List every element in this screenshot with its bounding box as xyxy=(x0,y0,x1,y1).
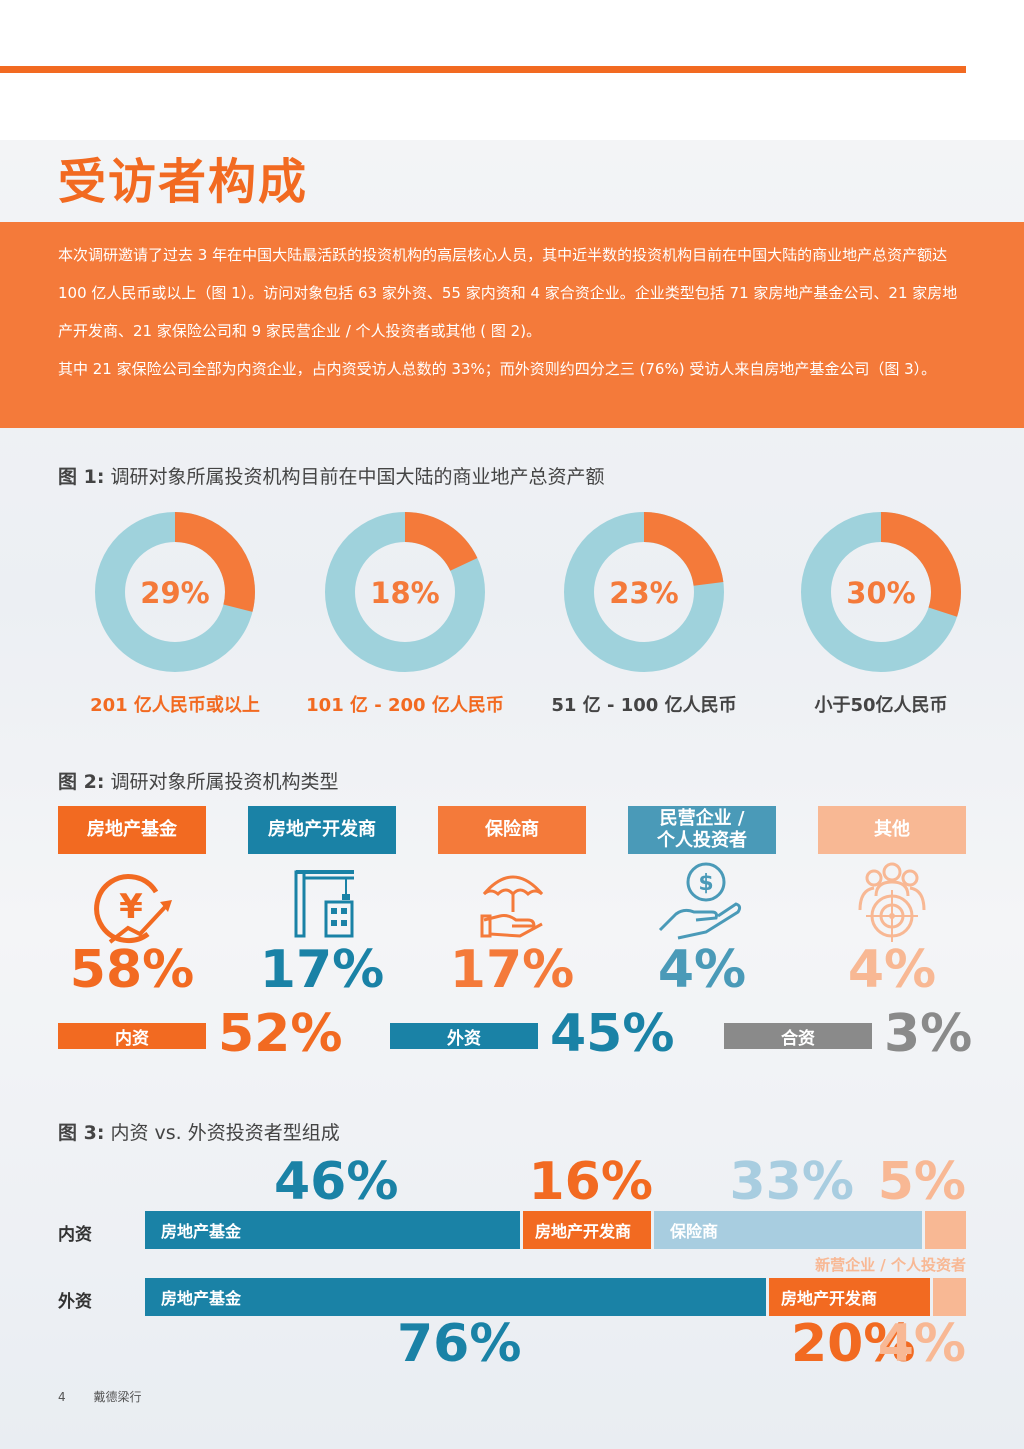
fig2-number: 图 2: xyxy=(58,771,105,793)
bar-percent: 76% xyxy=(397,1314,522,1374)
donut-value-label: 23% xyxy=(609,576,678,610)
donut-slice xyxy=(564,512,724,672)
bar-percent: 46% xyxy=(274,1152,399,1212)
type-box-4: 民营企业 / 个人投资者 xyxy=(628,806,776,854)
donut-4: 30% 小于50亿人民币 xyxy=(801,512,961,716)
bar-percent: 16% xyxy=(528,1152,653,1212)
umbrella-hand-icon xyxy=(480,875,544,938)
type-label: 民营企业 / xyxy=(659,808,745,829)
bar-percent: 20% xyxy=(791,1314,916,1374)
origin-box: 内资 xyxy=(58,1023,206,1049)
type-label: 个人投资者 xyxy=(657,830,747,851)
type-percent: 58% xyxy=(69,940,195,1000)
type-box-3: 保险商 xyxy=(438,806,586,854)
bar-segment: 房地产基金 xyxy=(145,1211,520,1249)
intro-paragraph-2: 其中 21 家保险公司全部为内资企业，占内资受访人总数的 33%；而外资则约四分… xyxy=(58,360,937,378)
page-number: 4 xyxy=(58,1390,66,1404)
crane-building-icon xyxy=(294,870,354,938)
origin-percent: 45% xyxy=(550,1004,675,1064)
top-accent-bar xyxy=(0,66,966,73)
fig1-donut-charts: 29% 201 亿人民币或以上 18% 101 亿 - 200 亿人民币 23% 51 亿… xyxy=(90,512,961,716)
row-label: 内资 xyxy=(58,1225,92,1245)
donut-category-label: 51 亿 - 100 亿人民币 xyxy=(551,694,736,716)
row-label: 外资 xyxy=(58,1292,92,1312)
donut-value-label: 29% xyxy=(140,576,209,610)
svg-text:$: $ xyxy=(698,871,713,896)
fig1-title: 图 1: 调研对象所属投资机构目前在中国大陆的商业地产总资产额 xyxy=(58,462,605,489)
type-box-5: 其他 xyxy=(818,806,966,854)
intro-panel: 本次调研邀请了过去 3 年在中国大陆最活跃的投资机构的高层核心人员，其中近半数的… xyxy=(0,222,1024,428)
bar-percent: 4% xyxy=(877,1314,966,1374)
donut-slice xyxy=(325,512,485,672)
origin-percent: 3% xyxy=(884,1004,973,1064)
bar-segment: 房地产开发商 xyxy=(523,1211,651,1249)
bar-segment: 房地产基金 xyxy=(145,1278,766,1316)
donut-value-label: 18% xyxy=(370,576,439,610)
donut-category-label: 小于50亿人民币 xyxy=(814,694,947,716)
page-title: 受访者构成 xyxy=(58,154,309,210)
dollar-hand-icon: $ xyxy=(658,862,742,940)
svg-text:¥: ¥ xyxy=(119,887,143,927)
type-label: 保险商 xyxy=(485,819,539,840)
footer-brand: 戴德梁行 xyxy=(93,1390,142,1404)
intro-paragraph-1: 本次调研邀请了过去 3 年在中国大陆最活跃的投资机构的高层核心人员，其中近半数的… xyxy=(58,246,958,340)
yuan-growth-icon: ¥ xyxy=(94,874,172,944)
fig3-title: 图 3: 内资 vs. 外资投资者型组成 xyxy=(58,1118,340,1145)
type-label: 房地产基金 xyxy=(87,819,177,840)
fig2-title: 图 2: 调研对象所属投资机构类型 xyxy=(58,767,339,794)
fig1-title-text: 调研对象所属投资机构目前在中国大陆的商业地产总资产额 xyxy=(110,466,605,488)
donut-category-label: 201 亿人民币或以上 xyxy=(90,694,260,716)
origin-percent: 52% xyxy=(218,1004,343,1064)
bar-percent: 5% xyxy=(877,1152,966,1212)
donut-slice xyxy=(95,512,255,672)
people-target-icon xyxy=(858,862,926,942)
type-percent: 4% xyxy=(657,940,747,1000)
donut-category-label: 101 亿 - 200 亿人民币 xyxy=(306,694,504,716)
fig1-number: 图 1: xyxy=(58,466,105,488)
bar-percent: 33% xyxy=(729,1152,854,1212)
type-percent: 4% xyxy=(847,940,937,1000)
origin-box: 合资 xyxy=(724,1023,872,1049)
type-box-1: 房地产基金 xyxy=(58,806,206,854)
bar-note: 新营企业 / 个人投资者 xyxy=(815,1256,966,1274)
bar-segment xyxy=(925,1211,966,1249)
footer: 4 戴德梁行 xyxy=(58,1388,165,1405)
type-percent: 17% xyxy=(259,940,385,1000)
donut-2: 18% 101 亿 - 200 亿人民币 xyxy=(306,512,504,716)
type-label: 其他 xyxy=(874,819,910,840)
type-percent: 17% xyxy=(449,940,575,1000)
origin-box: 外资 xyxy=(390,1023,538,1049)
fig2-title-text: 调研对象所属投资机构类型 xyxy=(110,771,339,793)
fig3-number: 图 3: xyxy=(58,1122,105,1144)
donut-1: 29% 201 亿人民币或以上 xyxy=(90,512,260,716)
bar-segment xyxy=(933,1278,966,1316)
type-label: 房地产开发商 xyxy=(268,819,376,840)
bar-segment: 保险商 xyxy=(654,1211,922,1249)
fig3-title-text: 内资 vs. 外资投资者型组成 xyxy=(110,1122,340,1144)
bar-segment: 房地产开发商 xyxy=(769,1278,930,1316)
donut-value-label: 30% xyxy=(846,576,915,610)
donut-slice xyxy=(801,512,961,672)
donut-3: 23% 51 亿 - 100 亿人民币 xyxy=(551,512,737,716)
type-box-2: 房地产开发商 xyxy=(248,806,396,854)
